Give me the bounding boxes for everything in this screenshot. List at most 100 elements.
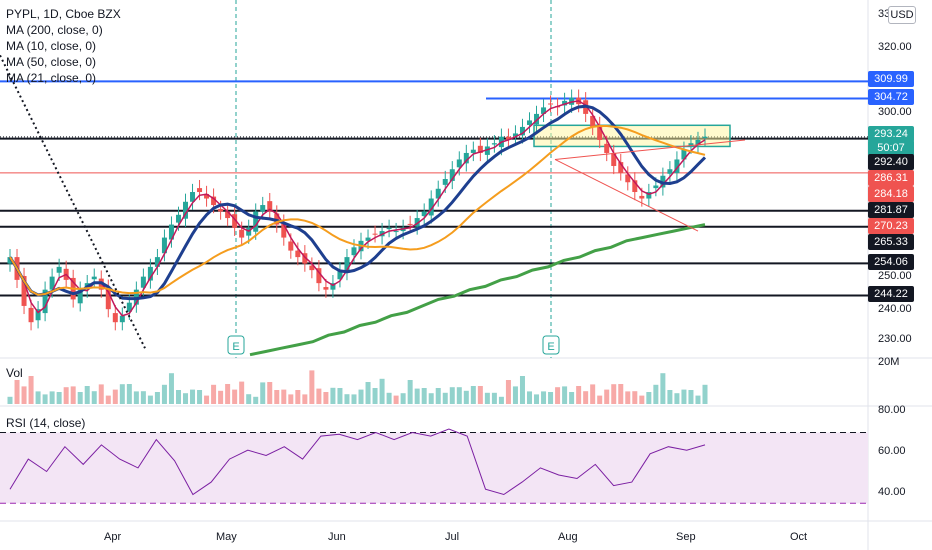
candle xyxy=(351,247,357,256)
volume-bar xyxy=(491,392,497,404)
rsi-axis-label: 60.00 xyxy=(878,445,906,457)
volume-bar xyxy=(260,382,266,404)
volume-bar xyxy=(534,394,540,404)
volume-bar xyxy=(477,386,483,404)
volume-bar xyxy=(611,384,617,404)
volume-bar xyxy=(126,384,132,404)
volume-bar xyxy=(625,391,631,404)
volume-bar xyxy=(168,373,174,404)
candle xyxy=(688,143,694,146)
volume-bar xyxy=(548,392,554,404)
ma-50-line xyxy=(9,125,706,296)
candle xyxy=(175,214,181,223)
chart-legend: PYPL, 1D, Cboe BZX MA (200, close, 0) MA… xyxy=(6,6,121,86)
volume-bar xyxy=(175,390,181,404)
volume-bar xyxy=(519,376,525,404)
candle xyxy=(386,227,392,230)
price-axis-label: 230.00 xyxy=(878,333,912,345)
candle xyxy=(330,283,336,290)
candle xyxy=(77,289,83,304)
volume-bar xyxy=(442,392,448,404)
candle xyxy=(372,233,378,235)
ma-200-line xyxy=(249,223,706,357)
candle xyxy=(428,198,434,216)
time-axis-label: Sep xyxy=(676,531,696,543)
volume-bar xyxy=(632,391,638,404)
candle xyxy=(365,237,371,241)
candle xyxy=(91,276,97,280)
candle xyxy=(421,211,427,217)
volume-bar xyxy=(211,384,217,404)
candle xyxy=(309,265,315,271)
ma-21-legend: MA (21, close, 0) xyxy=(6,71,97,85)
ma-10-legend: MA (10, close, 0) xyxy=(6,39,97,53)
volume-bar xyxy=(7,396,13,404)
volume-bar xyxy=(407,380,413,404)
price-axis-label: 240.00 xyxy=(878,303,912,315)
candle xyxy=(477,145,483,153)
volume-bar xyxy=(379,378,385,404)
volume-bar xyxy=(681,389,687,404)
volume-bar xyxy=(674,393,680,404)
volume-bar xyxy=(505,380,511,404)
volume-bar xyxy=(70,386,76,404)
volume-bar xyxy=(541,391,547,404)
candle xyxy=(7,257,13,264)
earnings-marker[interactable]: E xyxy=(542,335,560,355)
candle xyxy=(140,276,146,288)
ma-50-legend: MA (50, close, 0) xyxy=(6,55,97,69)
candle xyxy=(449,169,455,181)
volume-bar xyxy=(98,384,104,404)
candle xyxy=(183,201,189,219)
candle xyxy=(42,289,48,314)
volume-bar xyxy=(590,384,596,404)
candle xyxy=(302,253,308,264)
volume-bar xyxy=(400,393,406,404)
volume-bar xyxy=(688,390,694,404)
volume-bar xyxy=(372,388,378,404)
volume-bar xyxy=(646,392,652,404)
candle xyxy=(49,276,55,290)
volume-bar xyxy=(183,393,189,404)
volume-bar xyxy=(204,395,210,404)
volume-bar xyxy=(386,392,392,404)
price-tag: 281.87 xyxy=(868,202,914,218)
volume-bar xyxy=(28,376,34,404)
candle xyxy=(260,205,266,212)
volume-bar xyxy=(583,391,589,404)
volume-bar xyxy=(435,388,441,404)
volume-bar xyxy=(393,395,399,404)
candle xyxy=(519,126,525,136)
volume-bar xyxy=(35,391,41,404)
trend-arrow xyxy=(554,139,746,160)
time-axis-label: Apr xyxy=(104,531,122,543)
price-tag: 265.33 xyxy=(868,234,914,250)
volume-bar xyxy=(21,386,27,404)
time-axis-label: Aug xyxy=(558,531,578,543)
candle xyxy=(190,192,196,202)
price-tag: 304.72 xyxy=(868,89,914,105)
volume-bar xyxy=(63,387,69,404)
volume-bar xyxy=(133,391,139,404)
currency-button[interactable]: USD xyxy=(888,6,916,24)
candle xyxy=(702,136,708,138)
rsi-line xyxy=(9,428,706,496)
volume-bar xyxy=(42,394,48,404)
volume-bar xyxy=(288,394,294,404)
candle xyxy=(407,223,413,225)
price-tag: 254.06 xyxy=(868,254,914,270)
candle xyxy=(597,124,603,140)
volume-bar xyxy=(147,395,153,404)
candle xyxy=(204,193,210,199)
volume-bar xyxy=(56,392,62,404)
price-tag: 270.23 xyxy=(868,218,914,234)
volume-bar xyxy=(569,392,575,404)
candle xyxy=(526,120,532,125)
candle xyxy=(119,315,125,323)
earnings-marker[interactable]: E xyxy=(227,335,245,355)
candle xyxy=(470,149,476,153)
candle xyxy=(288,241,294,251)
volume-bar xyxy=(105,395,111,404)
trend-arrow xyxy=(554,159,699,232)
